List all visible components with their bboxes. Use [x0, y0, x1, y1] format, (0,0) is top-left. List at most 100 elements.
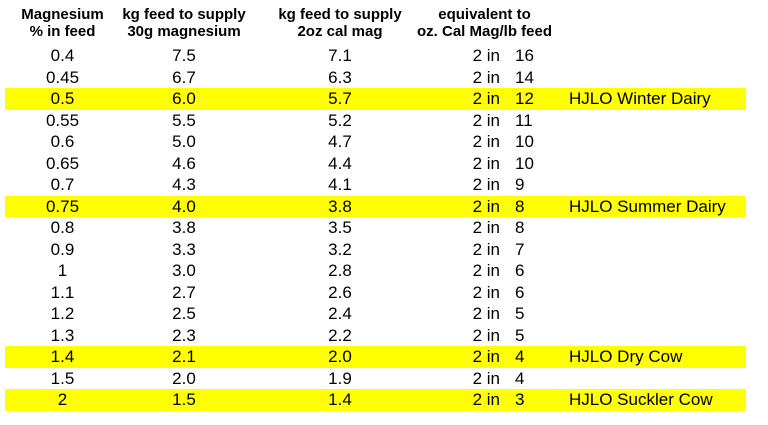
cell-magnesium-pct: 0.8 — [50, 218, 75, 237]
cell-kg-feed-2oz: 2.2 — [328, 325, 352, 345]
cell-kg-feed-30g: 2.7 — [172, 282, 196, 302]
magnesium-feed-table: Magnesium % in feed kg feed to supply 30… — [5, 6, 746, 411]
cell-equivalent-ratio: 2 in 3 — [432, 389, 565, 411]
ratio-value: 12 — [515, 89, 534, 108]
cell-equivalent-ratio: 2 in 5 — [432, 325, 565, 347]
cell-equivalent-ratio: 2 in 14 — [432, 67, 565, 89]
cell-magnesium-pct: 0.9 — [50, 239, 75, 259]
ratio-prefix: 2 in — [472, 368, 500, 388]
cell-equivalent-ratio: 2 in 10 — [432, 153, 565, 175]
table-row: 1 3.0 2.8 2 in 6 — [5, 260, 746, 282]
ratio-value: 5 — [515, 325, 525, 345]
ratio-value: 6 — [515, 261, 525, 280]
table-row: 0.9 3.3 3.2 2 in 7 — [5, 239, 746, 261]
cell-kg-feed-2oz: 3.5 — [328, 218, 352, 237]
table-header-row: Magnesium % in feed kg feed to supply 30… — [5, 6, 746, 40]
ratio-value: 8 — [515, 196, 525, 216]
cell-magnesium-pct: 1.3 — [50, 325, 75, 345]
cell-kg-feed-30g: 4.0 — [172, 196, 196, 216]
cell-equivalent-ratio: 2 in 8 — [432, 217, 565, 239]
cell-equivalent-ratio: 2 in 4 — [432, 368, 565, 390]
cell-kg-feed-30g: 3.3 — [172, 239, 196, 259]
column-header-line: 2oz cal mag — [297, 23, 383, 40]
cell-equivalent-ratio: 2 in 4 — [432, 346, 565, 368]
cell-magnesium-pct: 0.55 — [45, 110, 80, 130]
cell-equivalent-ratio: 2 in 11 — [432, 110, 565, 132]
column-header-kg-feed-30g: kg feed to supply 30g magnesium — [120, 6, 248, 40]
cell-magnesium-pct: 0.4 — [50, 46, 75, 65]
cell-kg-feed-30g: 7.5 — [172, 46, 196, 65]
table-row: 1.3 2.3 2.2 2 in 5 — [5, 325, 746, 347]
cell-equivalent-ratio: 2 in 7 — [432, 239, 565, 261]
ratio-prefix: 2 in — [472, 196, 500, 216]
table-row: 2 1.5 1.4 2 in 3 HJLO Suckler Cow — [5, 389, 746, 411]
ratio-prefix: 2 in — [472, 153, 500, 173]
ratio-prefix: 2 in — [472, 46, 500, 65]
cell-kg-feed-30g: 5.5 — [172, 110, 196, 130]
ratio-prefix: 2 in — [472, 175, 500, 194]
cell-kg-feed-30g: 2.0 — [172, 368, 196, 388]
ratio-prefix: 2 in — [472, 89, 500, 108]
ratio-value: 9 — [515, 175, 525, 194]
ratio-value: 7 — [515, 239, 525, 259]
cell-equivalent-ratio: 2 in 8 — [432, 196, 565, 218]
cell-kg-feed-2oz: 2.0 — [328, 347, 352, 366]
ratio-value: 4 — [515, 347, 525, 366]
ratio-value: 3 — [515, 390, 525, 409]
ratio-value: 6 — [515, 282, 525, 302]
table-body: 0.4 7.5 7.1 2 in 16 0.45 6.7 6.3 2 in 14… — [5, 45, 746, 411]
cell-equivalent-ratio: 2 in 10 — [432, 131, 565, 153]
cell-kg-feed-2oz: 2.8 — [328, 261, 352, 280]
column-header-line: Magnesium — [21, 6, 104, 23]
cell-kg-feed-30g: 2.1 — [172, 347, 196, 366]
cell-kg-feed-2oz: 4.1 — [328, 175, 352, 194]
ratio-value: 4 — [515, 368, 525, 388]
column-header-magnesium-pct: Magnesium % in feed — [5, 6, 120, 40]
column-header-line: oz. Cal Mag/lb feed — [417, 23, 553, 40]
cell-magnesium-pct: 1.5 — [50, 368, 75, 388]
cell-kg-feed-30g: 2.5 — [172, 304, 196, 323]
cell-kg-feed-2oz: 6.3 — [328, 67, 352, 87]
cell-row-label: HJLO Suckler Cow — [569, 390, 713, 409]
cell-magnesium-pct: 0.6 — [50, 132, 75, 151]
ratio-prefix: 2 in — [472, 67, 500, 87]
cell-kg-feed-2oz: 5.2 — [328, 110, 352, 130]
ratio-prefix: 2 in — [472, 325, 500, 345]
cell-magnesium-pct: 0.65 — [45, 153, 80, 173]
cell-kg-feed-2oz: 5.7 — [328, 89, 352, 108]
table-row: 1.1 2.7 2.6 2 in 6 — [5, 282, 746, 304]
column-header-line: 30g magnesium — [127, 23, 241, 40]
table-row: 0.6 5.0 4.7 2 in 10 — [5, 131, 746, 153]
ratio-value: 8 — [515, 218, 525, 237]
cell-kg-feed-2oz: 4.7 — [328, 132, 352, 151]
cell-kg-feed-2oz: 3.2 — [328, 239, 352, 259]
table-row: 1.2 2.5 2.4 2 in 5 — [5, 303, 746, 325]
ratio-prefix: 2 in — [472, 390, 500, 409]
cell-equivalent-ratio: 2 in 6 — [432, 260, 565, 282]
cell-equivalent-ratio: 2 in 12 — [432, 88, 565, 110]
cell-kg-feed-30g: 5.0 — [172, 132, 196, 151]
ratio-value: 11 — [515, 110, 533, 130]
cell-kg-feed-2oz: 3.8 — [328, 196, 352, 216]
cell-kg-feed-30g: 4.3 — [172, 175, 196, 194]
cell-kg-feed-30g: 6.0 — [172, 89, 196, 108]
cell-magnesium-pct: 0.5 — [50, 89, 75, 108]
ratio-prefix: 2 in — [472, 261, 500, 280]
ratio-value: 5 — [515, 304, 525, 323]
cell-kg-feed-30g: 1.5 — [172, 390, 196, 409]
table-row: 0.75 4.0 3.8 2 in 8 HJLO Summer Dairy — [5, 195, 746, 218]
cell-magnesium-pct: 2 — [57, 390, 68, 409]
cell-kg-feed-30g: 4.6 — [172, 153, 196, 173]
column-header-equivalent-ratio: equivalent to oz. Cal Mag/lb feed — [417, 6, 553, 40]
cell-magnesium-pct: 1.1 — [50, 282, 75, 302]
cell-magnesium-pct: 0.75 — [45, 196, 80, 216]
column-header-line: kg feed to supply — [278, 6, 402, 23]
ratio-prefix: 2 in — [472, 132, 500, 151]
cell-kg-feed-2oz: 1.9 — [328, 368, 352, 388]
cell-row-label: HJLO Winter Dairy — [569, 89, 711, 108]
ratio-value: 10 — [515, 132, 534, 151]
ratio-value: 16 — [515, 46, 534, 65]
cell-magnesium-pct: 1.2 — [50, 304, 75, 323]
table-row: 0.5 6.0 5.7 2 in 12 HJLO Winter Dairy — [5, 88, 746, 110]
